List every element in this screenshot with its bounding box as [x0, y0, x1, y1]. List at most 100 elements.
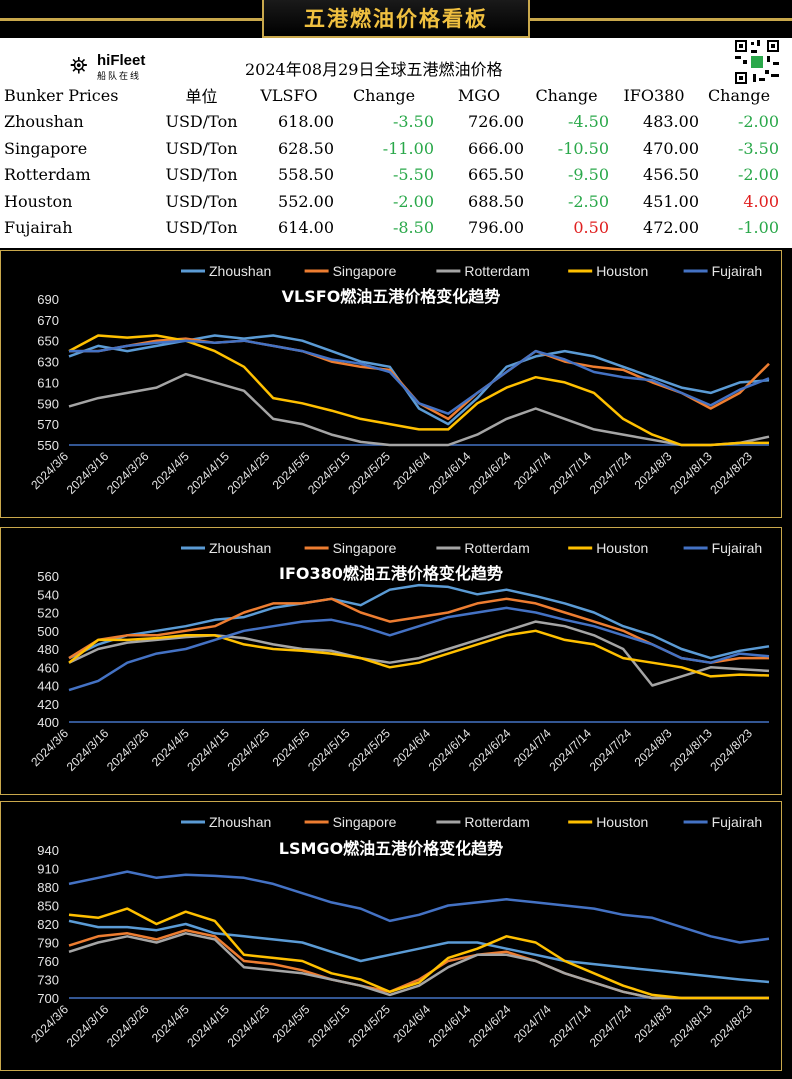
series-line-houston [68, 907, 769, 1000]
x-tick-label: 2024/4/15 [184, 1002, 232, 1050]
legend-label: Rotterdam [464, 814, 529, 830]
header-cell: IFO380 [623, 85, 685, 105]
header-cell: 单位 [185, 87, 218, 107]
legend-label: Fujairah [712, 814, 763, 830]
legend-label: Singapore [333, 814, 397, 830]
ifo380-chart: Zhoushan Singapore Rotterdam Houston Fujaira… [0, 527, 782, 795]
change-cell: -9.50 [567, 165, 609, 185]
price-row-houston: Houston USD/Ton 552.00 -2.00 688.50 -2.50 451.… [0, 188, 779, 215]
price-cell: USD/Ton [165, 218, 238, 238]
price-panel: ⛯ hiFleet 船队在线 2024年08月29日全球五港燃油价格 Bunke… [0, 38, 792, 248]
legend-item-singapore: Singapore [304, 540, 397, 556]
x-tick-label: 2024/7/14 [546, 1002, 594, 1050]
x-tick-label: 2024/7/14 [546, 726, 594, 774]
price-cell: 726.00 [468, 112, 524, 132]
legend-label: Rotterdam [464, 263, 529, 279]
price-cell: 451.00 [643, 191, 699, 211]
y-tick-label: 460 [37, 660, 59, 675]
series-line-fujairah [69, 339, 770, 415]
change-cell: -5.50 [392, 165, 434, 185]
price-cell: USD/Ton [165, 191, 238, 211]
legend-label: Houston [596, 814, 648, 830]
x-tick-label: 2024/4/15 [184, 726, 232, 774]
series-line-rotterdam [68, 372, 770, 447]
x-tick-label: 2024/8/13 [667, 726, 715, 774]
x-tick-label: 2024/6/14 [426, 726, 474, 774]
change-cell: 4.00 [743, 191, 779, 211]
series-line-singapore [68, 928, 769, 1000]
series-line-rotterdam [68, 620, 770, 687]
legend-item-houston: Houston [568, 263, 648, 279]
logo-name: hiFleet [97, 52, 146, 69]
y-tick-label: 850 [37, 899, 59, 914]
banner-gold-line-right [528, 18, 792, 21]
legend-label: Zhoushan [209, 263, 271, 279]
series-line-zhoushan [68, 919, 770, 984]
x-tick-label: 2024/5/25 [345, 1002, 393, 1050]
header-cell: MGO [457, 85, 501, 105]
legend-item-rotterdam: Rotterdam [436, 263, 530, 279]
change-cell: -3.50 [737, 138, 779, 158]
y-tick-label: 940 [37, 843, 59, 858]
price-cell: 665.50 [468, 165, 524, 185]
vlsfo-chart-svg: Zhoushan Singapore Rotterdam Houston Fujaira… [28, 263, 770, 497]
price-cell: 614.00 [278, 218, 334, 238]
port-cell: Singapore [4, 138, 88, 158]
x-tick-label: 2024/4/25 [225, 449, 273, 497]
price-cell: 796.00 [468, 218, 524, 238]
legend-label: Houston [596, 540, 648, 556]
x-tick-label: 2024/3/16 [64, 726, 112, 774]
ifo380-chart-svg: Zhoushan Singapore Rotterdam Houston Fujaira… [28, 540, 770, 774]
x-tick-label: 2024/3/26 [104, 726, 152, 774]
change-cell: -11.00 [382, 138, 434, 158]
price-cell: 470.00 [643, 138, 699, 158]
legend-item-houston: Houston [568, 540, 648, 556]
x-tick-label: 2024/5/15 [305, 726, 353, 774]
qr-code-icon [733, 38, 781, 86]
x-tick-label: 2024/6/24 [466, 449, 514, 497]
banner: 五港燃油价格看板 [262, 0, 530, 38]
y-tick-label: 500 [37, 624, 59, 639]
y-tick-label: 760 [37, 954, 59, 969]
x-tick-label: 2024/5/15 [305, 1002, 353, 1050]
x-tick-label: 2024/8/23 [707, 449, 755, 497]
legend-label: Zhoushan [209, 814, 271, 830]
x-tick-label: 2024/7/24 [587, 1002, 635, 1050]
x-tick-label: 2024/4/25 [225, 1002, 273, 1050]
series-line-houston [68, 334, 769, 447]
chart-title: LSMGO燃油五港价格变化趋势 [279, 839, 503, 858]
x-tick-label: 2024/6/14 [426, 449, 474, 497]
legend-item-singapore: Singapore [304, 263, 397, 279]
legend-label: Houston [596, 263, 648, 279]
legend-label: Rotterdam [464, 540, 529, 556]
price-table-title: 2024年08月29日全球五港燃油价格 [245, 60, 503, 79]
y-tick-label: 820 [37, 917, 59, 932]
legend-item-houston: Houston [568, 814, 648, 830]
y-tick-label: 730 [37, 973, 59, 988]
x-tick-label: 2024/7/14 [546, 449, 594, 497]
port-cell: Houston [4, 191, 73, 211]
x-tick-label: 2024/6/24 [466, 1002, 514, 1050]
y-tick-label: 650 [37, 334, 59, 349]
x-tick-label: 2024/8/13 [667, 449, 715, 497]
legend-item-rotterdam: Rotterdam [436, 814, 530, 830]
x-tick-label: 2024/4/15 [184, 449, 232, 497]
legend-item-fujairah: Fujairah [683, 263, 762, 279]
change-cell: -2.00 [737, 165, 779, 185]
port-cell: Rotterdam [4, 165, 91, 185]
y-tick-label: 570 [37, 417, 59, 432]
change-cell: -1.00 [737, 218, 779, 238]
x-tick-label: 2024/6/24 [466, 726, 514, 774]
x-tick-label: 2024/7/24 [587, 449, 635, 497]
hifleet-logo: ⛯ hiFleet 船队在线 [70, 50, 170, 82]
change-cell: -2.00 [392, 191, 434, 211]
change-cell: -2.00 [737, 112, 779, 132]
legend-item-fujairah: Fujairah [683, 814, 763, 830]
legend-label: Fujairah [712, 540, 763, 556]
header-cell: Change [352, 85, 416, 105]
price-cell: USD/Ton [165, 138, 238, 158]
price-cell: 618.00 [278, 112, 334, 132]
series-line-rotterdam [68, 932, 769, 1000]
x-tick-label: 2024/5/25 [345, 449, 393, 497]
change-cell: 0.50 [573, 218, 609, 238]
